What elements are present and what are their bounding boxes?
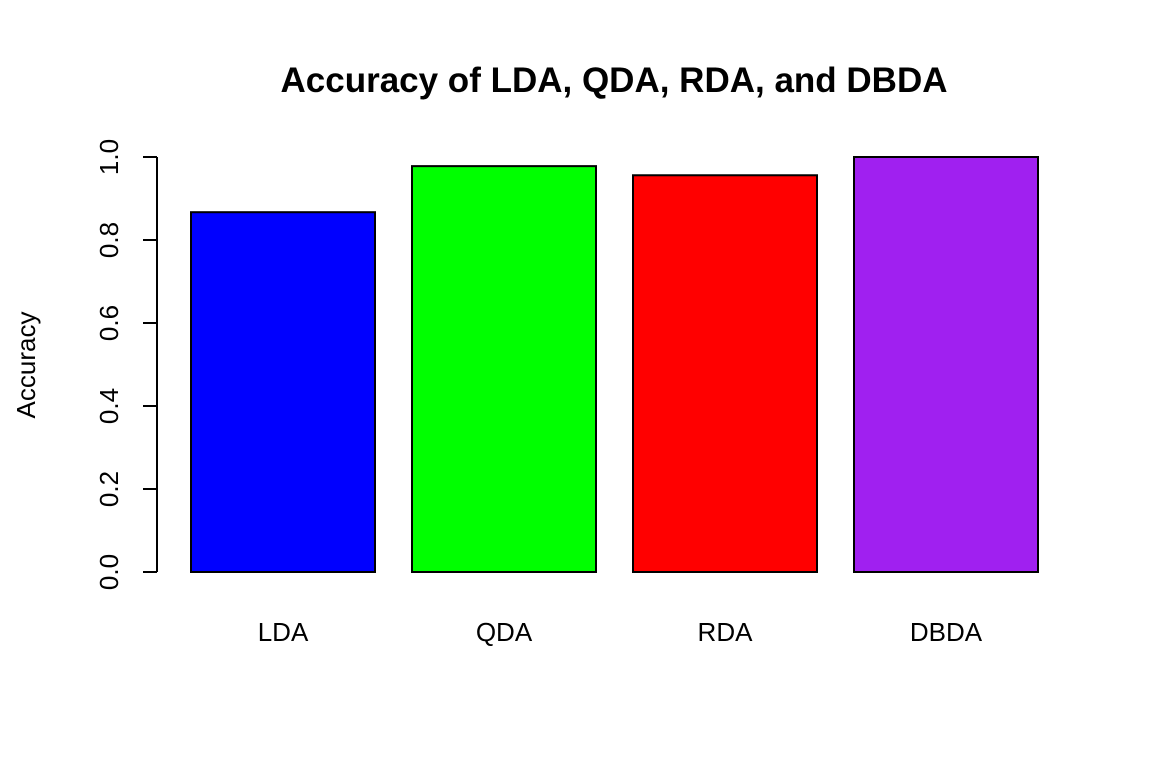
bar-dbda: [853, 156, 1039, 573]
x-tick-label: QDA: [476, 617, 533, 647]
y-tick-label: 1.0: [94, 139, 124, 175]
y-tick-label: 0.8: [94, 222, 124, 258]
x-tick-label: LDA: [258, 617, 309, 647]
x-axis-labels: LDA QDA RDA DBDA: [258, 617, 983, 647]
bar-qda: [411, 165, 597, 573]
x-tick-label: DBDA: [910, 617, 983, 647]
y-tick-label: 0.4: [94, 388, 124, 424]
y-axis-ticks: 0.0 0.2 0.4 0.6 0.8 1.0: [94, 139, 157, 590]
y-tick-label: 0.2: [94, 471, 124, 507]
y-tick-label: 0.0: [94, 554, 124, 590]
chart-title: Accuracy of LDA, QDA, RDA, and DBDA: [280, 61, 947, 100]
y-tick-label: 0.6: [94, 305, 124, 341]
bar-lda: [190, 211, 376, 573]
bar-rda: [632, 174, 818, 573]
y-axis-label: Accuracy: [11, 312, 41, 419]
bars-group: [190, 156, 1039, 573]
x-tick-label: RDA: [698, 617, 754, 647]
